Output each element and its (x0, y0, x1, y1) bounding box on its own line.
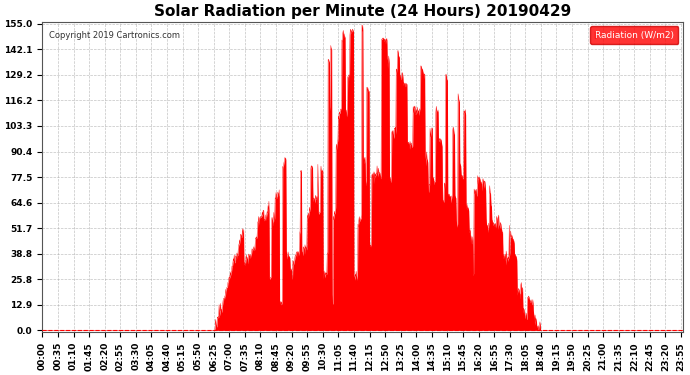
Title: Solar Radiation per Minute (24 Hours) 20190429: Solar Radiation per Minute (24 Hours) 20… (154, 4, 571, 19)
Legend: Radiation (W/m2): Radiation (W/m2) (590, 26, 678, 44)
Text: Copyright 2019 Cartronics.com: Copyright 2019 Cartronics.com (49, 31, 180, 40)
